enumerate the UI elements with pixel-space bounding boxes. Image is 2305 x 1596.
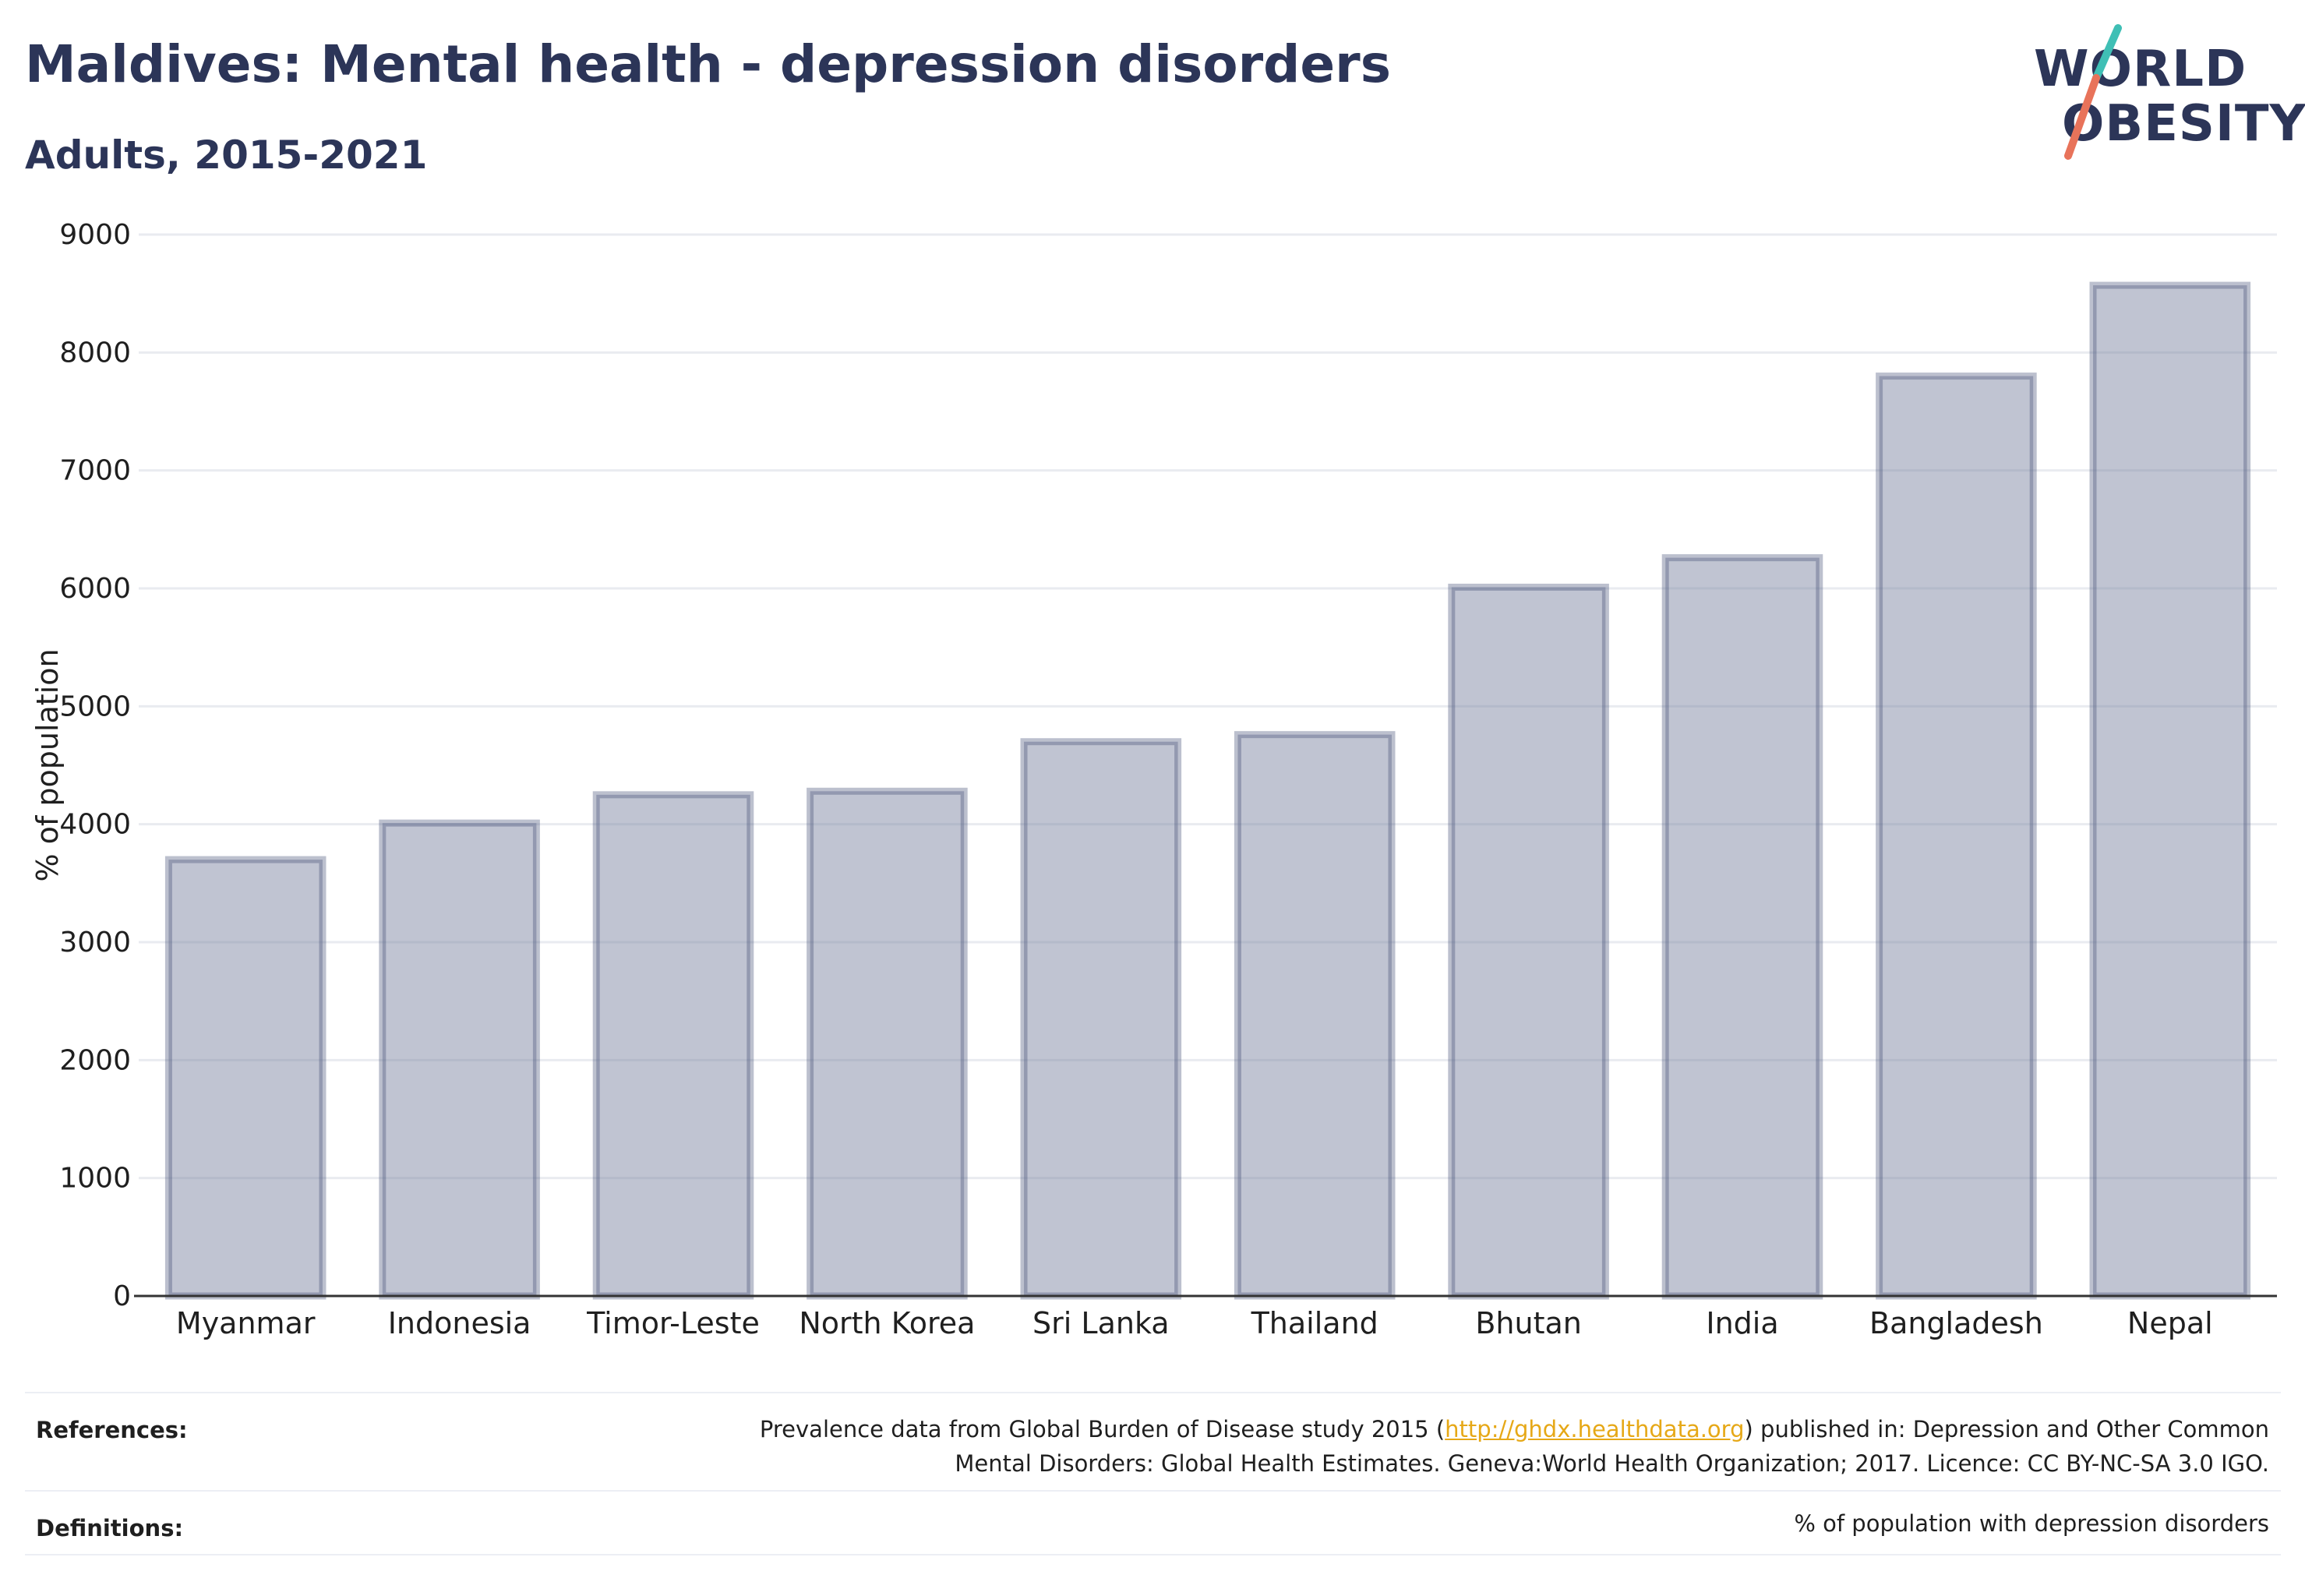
x-tick-label: Thailand (1251, 1306, 1378, 1340)
logo-text-line2: OBESITY (2062, 95, 2305, 153)
x-tick-label: India (1706, 1306, 1778, 1340)
x-tick-label: Indonesia (388, 1306, 531, 1340)
bar (164, 856, 327, 1300)
chart-subtitle: Adults, 2015-2021 (25, 132, 428, 178)
y-tick-label: 1000 (59, 1163, 131, 1195)
y-tick-label: 8000 (59, 337, 131, 369)
y-tick-label: 6000 (59, 573, 131, 605)
y-tick-label: 7000 (59, 455, 131, 487)
x-tick-label: Sri Lanka (1032, 1306, 1170, 1340)
bar (807, 787, 968, 1300)
references-link[interactable]: http://ghdx.healthdata.org (1445, 1416, 1745, 1442)
y-tick-label: 0 (113, 1280, 131, 1312)
bar (1661, 554, 1823, 1300)
bar (1234, 731, 1396, 1300)
bar (592, 791, 754, 1300)
references-text-before: Prevalence data from Global Burden of Di… (759, 1416, 1445, 1442)
x-tick-label: Nepal (2127, 1306, 2213, 1340)
chart-title: Maldives: Mental health - depression dis… (25, 34, 1391, 94)
bar (2089, 281, 2251, 1300)
bar (1020, 738, 1182, 1300)
x-tick-label: Timor-Leste (586, 1306, 760, 1340)
bar (1876, 373, 2037, 1300)
references-text: Prevalence data from Global Burden of Di… (477, 1412, 2269, 1481)
y-tick-label: 4000 (59, 809, 131, 841)
y-tick-label: 5000 (59, 690, 131, 722)
references-text-after: ) published in: Depression and Other Com… (1744, 1416, 2270, 1442)
world-obesity-logo: WORLD OBESITY (2034, 23, 2305, 164)
logo-text-line1: WORLD (2034, 41, 2247, 98)
definitions-label: Definitions: (36, 1515, 184, 1541)
x-tick-label: Myanmar (176, 1306, 316, 1340)
y-tick-label: 2000 (59, 1044, 131, 1076)
footer-divider-middle (25, 1490, 2281, 1492)
bar-chart: 0 1000 2000 3000 4000 5000 6000 7000 8000 9000 Mya… (30, 219, 2277, 1340)
bar (1448, 583, 1609, 1300)
bar (379, 819, 540, 1300)
definitions-text: % of population with depression disorder… (1794, 1510, 2269, 1537)
references-label: References: (36, 1417, 188, 1443)
y-tick-label: 3000 (59, 927, 131, 959)
logo-slash-icon (2064, 24, 2122, 160)
y-tick-label: 9000 (59, 219, 131, 251)
y-axis-title: % of population (30, 648, 65, 881)
footer-divider-top (25, 1392, 2281, 1393)
references-line2: Mental Disorders: Global Health Estimate… (955, 1450, 2269, 1477)
x-tick-label: Bangladesh (1869, 1306, 2043, 1340)
x-tick-label: Bhutan (1475, 1306, 1582, 1340)
footer-divider-bottom (25, 1554, 2281, 1555)
x-tick-label: North Korea (799, 1306, 975, 1340)
